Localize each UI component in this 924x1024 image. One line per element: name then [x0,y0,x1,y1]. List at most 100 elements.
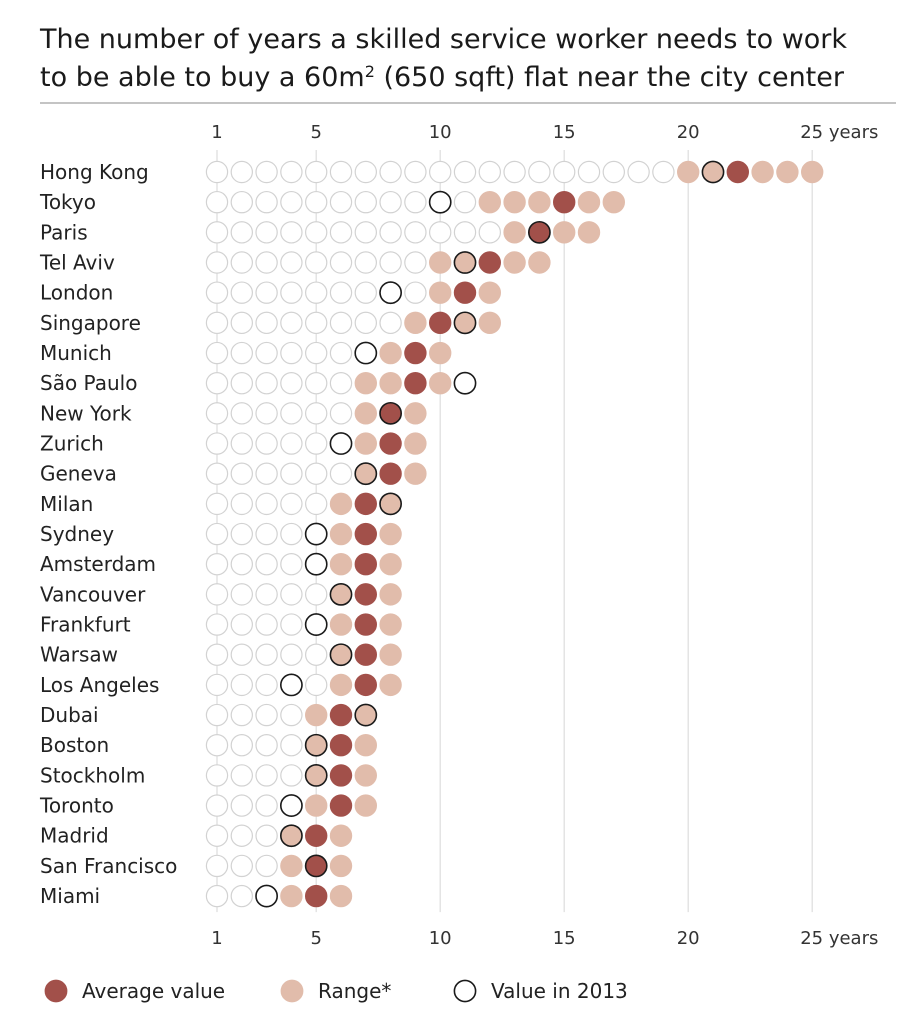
value-2013-dot [304,613,328,636]
chart-title-line-2-prefix: to be able to buy a 60m [40,62,365,93]
empty-dot [280,553,303,576]
empty-dot [205,884,229,908]
tick-label: 15 [553,928,576,949]
empty-dot [230,734,253,757]
legend-average-label: Average value [82,979,225,1003]
empty-dot [280,221,303,244]
range-dot [354,402,377,425]
empty-dot [329,462,353,485]
legend-average-swatch [44,979,68,1003]
empty-dot [255,492,278,516]
empty-dot [205,371,229,395]
range-dot-2013 [354,462,378,486]
empty-dot [280,734,303,757]
empty-dot [329,281,353,304]
empty-dot [478,160,501,184]
empty-dot [205,854,229,878]
range-dot [354,794,377,817]
empty-dot [255,251,278,274]
empty-dot [329,190,353,214]
range-dot-2013 [453,311,477,335]
city-label: Singapore [40,311,141,335]
empty-dot [305,341,328,365]
range-dot-2013 [304,733,328,757]
tick-label: 25 years [800,928,878,949]
range-dot-2013 [279,824,303,848]
city-row: Miami [40,884,353,908]
range-dot-2013 [354,703,378,727]
empty-dot [230,673,253,697]
chart-title-line-1: The number of years a skilled service wo… [39,24,847,55]
range-dot [329,492,353,516]
empty-dot [255,673,278,697]
empty-dot [230,311,253,335]
tick-label: 5 [310,122,321,143]
empty-dot [230,402,253,425]
value-2013-dot [329,432,353,455]
tick-label: 25 years [800,122,878,143]
empty-dot [379,190,402,214]
empty-dot [354,190,377,214]
average-dot [553,190,576,214]
average-dot [329,764,353,787]
empty-dot [354,311,377,335]
average-dot [329,794,353,817]
empty-dot [255,794,278,817]
empty-dot [230,522,253,546]
range-dot [329,522,353,546]
city-row: Madrid [40,824,353,848]
value-2013-dot [379,281,403,305]
range-dot [354,764,377,787]
empty-dot [453,160,477,184]
value-2013-dot [279,794,303,817]
range-dot [354,371,377,395]
legend: Average value Range* Value in 2013 [44,979,628,1003]
city-label: San Francisco [40,854,177,878]
range-dot [379,553,402,576]
city-row: Paris [40,220,601,244]
empty-dot [305,432,328,455]
empty-dot [205,553,229,576]
empty-dot [255,432,278,455]
empty-dot [329,371,353,395]
empty-dot [478,221,501,244]
city-row: Vancouver [40,582,402,606]
city-label: Boston [40,733,109,757]
empty-dot [305,492,328,516]
city-label: Milan [40,492,93,516]
empty-dot [230,160,253,184]
range-dot [404,402,427,425]
range-dot [677,160,700,184]
empty-dot [205,794,229,817]
empty-dot [280,703,303,727]
legend-value-2013: Value in 2013 [453,979,628,1003]
range-dot [379,613,402,636]
city-rows: Hong Kong Tokyo Paris Tel Aviv London Singapo… [39,160,824,908]
empty-dot [280,281,303,304]
empty-dot [230,553,253,576]
empty-dot [280,402,303,425]
range-dot [379,522,402,546]
city-label: Sydney [40,522,114,546]
empty-dot [305,371,328,395]
average-dot [329,703,353,727]
range-dot [503,221,526,244]
city-row: Tel Aviv [39,251,551,275]
city-label: Toronto [39,794,114,818]
empty-dot [255,643,278,666]
empty-dot [205,402,229,425]
empty-dot [230,824,253,847]
empty-dot [255,553,278,576]
empty-dot [230,613,253,636]
empty-dot [255,734,278,757]
average-dot [404,371,427,395]
chart-title-superscript: 2 [365,62,375,81]
city-label: New York [40,401,132,425]
empty-dot [305,160,328,184]
chart-title-line-2-suffix: (650 sqft) flat near the city center [375,62,845,93]
average-dot [354,583,377,606]
average-dot [354,673,377,697]
range-dot [379,673,402,697]
empty-dot [280,462,303,485]
